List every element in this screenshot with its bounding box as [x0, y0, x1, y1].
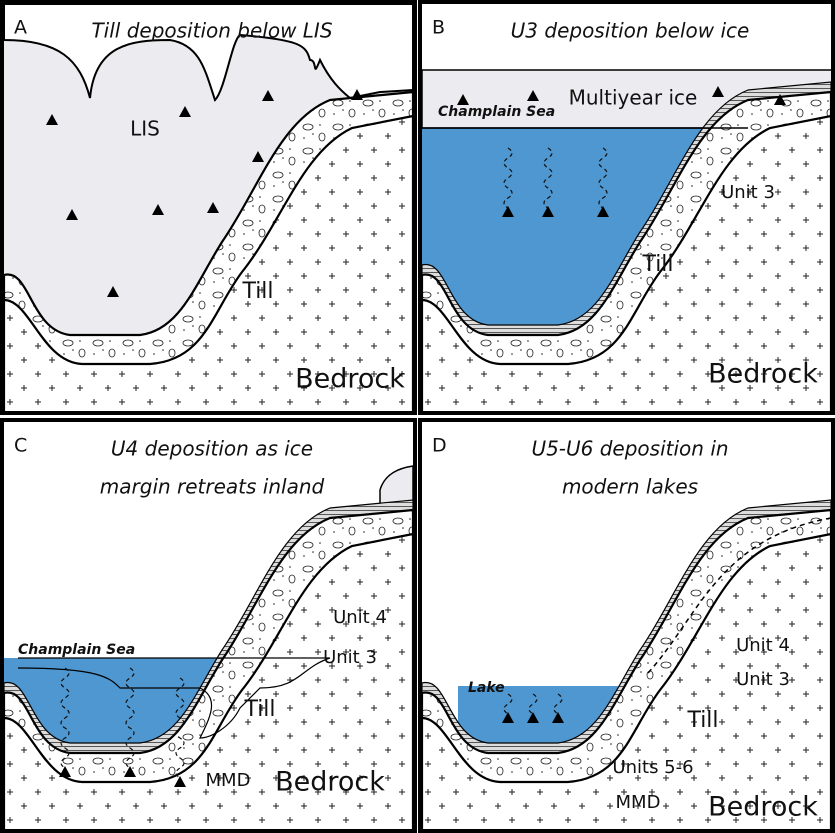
unit-label: Till: [641, 252, 673, 277]
panel-letter: A: [14, 17, 27, 39]
panel-title: modern lakes: [562, 475, 698, 499]
panel: B U3 deposition below ice Multiyear ice Cha…: [420, 2, 833, 413]
figure: A Till deposition below LIS LIS Till Bedrock…: [0, 0, 835, 833]
unit-label: Champlain Sea: [438, 104, 555, 120]
unit-label: Bedrock: [275, 767, 385, 798]
panel-title: U4 deposition as ice: [111, 437, 313, 461]
panel: D U5-U6 deposition in modern lakes Lake Unit…: [420, 420, 833, 831]
panel-letter: C: [14, 435, 27, 457]
unit-label: Multiyear ice: [569, 86, 698, 110]
unit-label: Unit 4: [736, 635, 790, 656]
unit-label: Till: [243, 697, 275, 722]
unit-label: Bedrock: [295, 364, 405, 395]
unit-label: Till: [241, 279, 273, 304]
unit-label: MMD: [616, 792, 661, 813]
unit-label: Lake: [468, 680, 505, 696]
unit-label: Unit 4: [333, 607, 387, 628]
unit-label: Unit 3: [323, 647, 377, 668]
unit-label: Unit 3: [721, 182, 775, 203]
unit-label: Unit 3: [736, 669, 790, 690]
panel-letter: D: [432, 435, 447, 457]
unit-label: Bedrock: [708, 359, 818, 390]
panel: C U4 deposition as ice margin retreats inl…: [2, 420, 415, 831]
panel: A Till deposition below LIS LIS Till Bedrock: [2, 2, 415, 413]
panel-title: U5-U6 deposition in: [531, 437, 728, 461]
unit-label: MMD: [206, 770, 251, 791]
unit-label: Champlain Sea: [18, 642, 135, 658]
panel-title: Till deposition below LIS: [91, 19, 332, 43]
panels: A Till deposition below LIS LIS Till Bedrock…: [2, 2, 833, 831]
panel-title: margin retreats inland: [100, 475, 325, 499]
unit-label: Bedrock: [708, 792, 818, 823]
unit-label: Units 5-6: [612, 757, 693, 778]
panel-letter: B: [432, 17, 445, 39]
unit-label: Till: [686, 708, 718, 733]
panel-title: U3 deposition below ice: [511, 19, 750, 43]
unit-label: LIS: [130, 117, 160, 141]
